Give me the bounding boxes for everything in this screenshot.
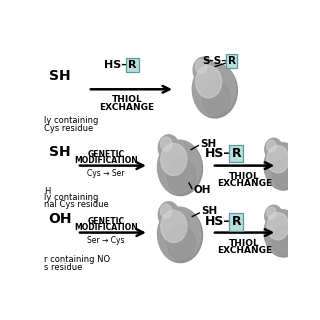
Text: MODIFICATION: MODIFICATION: [75, 156, 138, 165]
Text: R: R: [228, 56, 236, 66]
Text: ly containing: ly containing: [44, 193, 99, 202]
Circle shape: [157, 207, 201, 261]
Text: H: H: [44, 187, 51, 196]
Circle shape: [196, 66, 222, 98]
Circle shape: [265, 138, 283, 160]
Text: EXCHANGE: EXCHANGE: [100, 103, 155, 112]
Text: Cys → Ser: Cys → Ser: [86, 169, 124, 178]
Text: r containing NO: r containing NO: [44, 255, 110, 264]
Text: GENETIC: GENETIC: [88, 217, 125, 226]
Text: R: R: [128, 60, 137, 70]
Circle shape: [157, 140, 201, 194]
Text: OH: OH: [49, 212, 72, 226]
Circle shape: [265, 205, 283, 227]
Text: ly containing: ly containing: [44, 116, 99, 124]
Text: SH: SH: [201, 206, 217, 216]
Circle shape: [267, 207, 276, 219]
Circle shape: [267, 146, 289, 173]
Circle shape: [195, 59, 207, 74]
Text: R: R: [231, 147, 241, 160]
Circle shape: [161, 210, 187, 243]
Text: THIOL: THIOL: [229, 172, 260, 181]
Circle shape: [158, 141, 203, 196]
Circle shape: [160, 204, 172, 218]
Text: Ser → Cys: Ser → Cys: [86, 236, 124, 245]
Text: s residue: s residue: [44, 263, 83, 272]
Circle shape: [158, 135, 179, 161]
Text: SH: SH: [49, 145, 70, 159]
Circle shape: [272, 226, 296, 255]
Circle shape: [192, 62, 236, 116]
Circle shape: [158, 202, 179, 228]
Circle shape: [264, 210, 301, 255]
Circle shape: [160, 137, 172, 151]
Text: MODIFICATION: MODIFICATION: [75, 223, 138, 232]
Text: EXCHANGE: EXCHANGE: [217, 246, 272, 255]
Circle shape: [193, 63, 237, 118]
Circle shape: [167, 159, 196, 194]
Text: HS–: HS–: [104, 60, 127, 70]
Text: SH: SH: [200, 139, 216, 149]
Circle shape: [161, 143, 187, 176]
Circle shape: [167, 226, 196, 261]
Text: R: R: [231, 215, 241, 228]
Circle shape: [193, 57, 214, 83]
Text: GENETIC: GENETIC: [88, 150, 125, 159]
Text: OH: OH: [193, 185, 211, 195]
Circle shape: [158, 208, 203, 263]
Text: HS–: HS–: [205, 215, 230, 228]
Circle shape: [202, 81, 230, 116]
Text: S-S–: S-S–: [203, 56, 227, 66]
Circle shape: [267, 140, 276, 152]
Circle shape: [265, 211, 302, 257]
Text: THIOL: THIOL: [229, 239, 260, 248]
Text: SH: SH: [49, 69, 70, 83]
Circle shape: [267, 212, 289, 240]
Circle shape: [264, 143, 301, 188]
Circle shape: [265, 144, 302, 190]
Text: EXCHANGE: EXCHANGE: [217, 179, 272, 188]
Text: nal Cys residue: nal Cys residue: [44, 200, 109, 209]
Circle shape: [272, 159, 296, 188]
Text: HS–: HS–: [205, 147, 230, 160]
Text: Cys residue: Cys residue: [44, 124, 94, 132]
Text: THIOL: THIOL: [112, 95, 142, 105]
